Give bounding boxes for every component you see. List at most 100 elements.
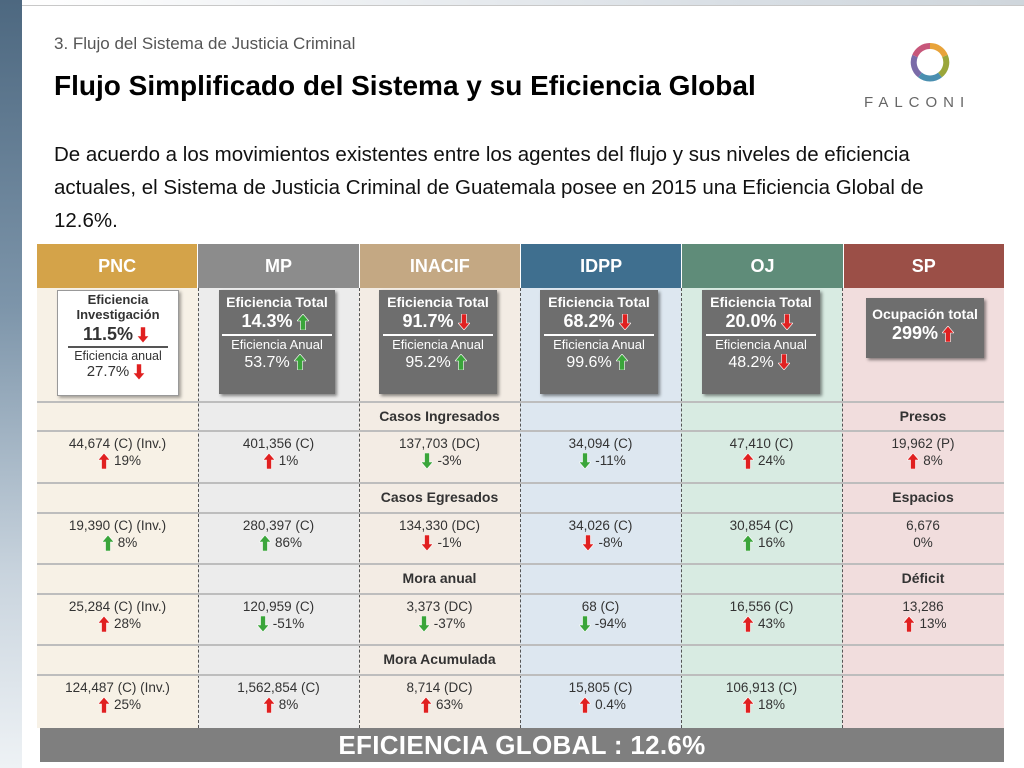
- data-cell-sp: [842, 676, 1004, 724]
- mp-efficiency-box: Eficiencia Total 14.3% Eficiencia Anual …: [219, 290, 335, 394]
- cell-value: 15,805 (C): [568, 680, 633, 695]
- separator: [842, 288, 843, 728]
- cell-change: -3%: [359, 453, 520, 470]
- cell-pct: 24%: [757, 453, 786, 468]
- arrow-up-red-icon: [741, 696, 755, 714]
- cell-pct: 8%: [923, 453, 943, 468]
- cell-value: 19,962 (P): [891, 436, 955, 451]
- arrow-down-green-icon: [256, 616, 270, 633]
- idpp-eff-value2: 99.6%: [566, 353, 612, 371]
- arrow-up-green-icon: [293, 353, 307, 371]
- data-cell-sp: 6,676 0%: [842, 514, 1004, 562]
- arrow-up-red-icon: [97, 452, 111, 470]
- data-cell-idpp: 68 (C) -94%: [520, 595, 681, 643]
- header-oj: OJ: [682, 244, 844, 288]
- cell-pct: -94%: [594, 616, 627, 631]
- header-mp: MP: [198, 244, 360, 288]
- idpp-eff-label2: Eficiencia Anual: [553, 336, 645, 352]
- inacif-eff-rule: [383, 334, 493, 336]
- cell-change: 25%: [37, 696, 198, 714]
- arrow-down-red-icon: [777, 353, 791, 371]
- arrow-up-red-icon: [262, 452, 276, 470]
- idpp-eff-rule: [544, 334, 654, 336]
- mp-eff-value2: 53.7%: [244, 353, 290, 371]
- data-cell-inacif: 3,373 (DC) -37%: [359, 595, 520, 643]
- pnc-eff-value1: 11.5%: [82, 324, 134, 344]
- mp-eff-label1: Eficiencia Total: [226, 294, 328, 310]
- cell-change: -51%: [198, 616, 359, 633]
- cell-pct: 16%: [757, 535, 786, 550]
- data-cell-oj: 30,854 (C) 16%: [681, 514, 842, 562]
- arrow-up-red-icon: [741, 615, 755, 633]
- data-cell-idpp: 34,026 (C) -8%: [520, 514, 681, 562]
- cell-change: -11%: [520, 453, 681, 470]
- arrow-up-red-icon: [902, 615, 917, 633]
- oj-efficiency-box: Eficiencia Total 20.0% Eficiencia Anual …: [702, 290, 820, 394]
- arrow-up-red-icon: [97, 696, 111, 714]
- cell-value: 120,959 (C): [242, 599, 315, 614]
- pnc-efficiency-box: Eficiencia Investigación 11.5% Eficienci…: [57, 290, 179, 396]
- row-divider: [37, 593, 1004, 595]
- cell-change: 18%: [681, 696, 842, 714]
- mp-eff-value1-row: 14.3%: [219, 311, 335, 332]
- cell-change: 63%: [359, 696, 520, 714]
- cell-change: -37%: [359, 616, 520, 633]
- cell-pct: 86%: [274, 535, 303, 550]
- global-efficiency-banner: EFICIENCIA GLOBAL : 12.6%: [40, 728, 1004, 762]
- cell-value: 30,854 (C): [729, 518, 794, 533]
- data-cell-oj: 16,556 (C) 43%: [681, 595, 842, 643]
- cell-value: 124,487 (C) (Inv.): [65, 680, 170, 695]
- col-bg-sp: [842, 288, 1004, 728]
- header-sp: SP: [843, 244, 1004, 288]
- cell-pct: 19%: [113, 453, 142, 468]
- sp-occupancy-box: Ocupación total 299%: [866, 298, 984, 358]
- sp-eff-value1: 299%: [891, 323, 939, 343]
- arrow-up-red-icon: [941, 325, 955, 343]
- cell-pct: 8%: [117, 535, 138, 550]
- cell-value: 3,373 (DC): [406, 599, 473, 614]
- row-divider: [37, 430, 1004, 432]
- oj-eff-value2-row: 48.2%: [702, 354, 820, 372]
- arrow-down-green-icon: [578, 616, 592, 633]
- sp-eff-label1: Ocupación total: [872, 306, 978, 322]
- cell-value: 16,556 (C): [729, 599, 794, 614]
- cell-change: 0.4%: [520, 696, 681, 714]
- arrow-down-red-icon: [132, 363, 146, 380]
- data-cell-mp: 401,356 (C) 1%: [198, 432, 359, 480]
- cell-pct: -37%: [433, 616, 466, 631]
- section-subtitle: 3. Flujo del Sistema de Justicia Crimina…: [54, 34, 356, 53]
- pnc-eff-label1: Eficiencia: [87, 292, 149, 307]
- cell-pct: 8%: [278, 697, 299, 712]
- data-cell-mp: 120,959 (C) -51%: [198, 595, 359, 643]
- data-cell-pnc: 124,487 (C) (Inv.) 25%: [37, 676, 198, 724]
- separator: [359, 288, 360, 728]
- data-cell-oj: 47,410 (C) 24%: [681, 432, 842, 480]
- top-decorative-band: [22, 0, 1024, 5]
- data-cell-pnc: 44,674 (C) (Inv.) 19%: [37, 432, 198, 480]
- cell-pct: 0.4%: [595, 697, 626, 712]
- falconi-logo-icon: [910, 42, 950, 82]
- data-cell-idpp: 15,805 (C) 0.4%: [520, 676, 681, 724]
- mp-eff-value2-row: 53.7%: [219, 354, 335, 372]
- arrow-down-red-icon: [617, 313, 632, 331]
- data-cell-mp: 280,397 (C) 86%: [198, 514, 359, 562]
- data-cell-oj: 106,913 (C) 18%: [681, 676, 842, 724]
- arrow-down-red-icon: [136, 326, 150, 344]
- sp-section-title: Espacios: [892, 489, 954, 505]
- separator: [681, 288, 682, 728]
- arrow-down-green-icon: [578, 453, 592, 470]
- cell-change: 8%: [842, 452, 1004, 470]
- sp-section-title: Presos: [899, 408, 947, 424]
- section-header: Mora Acumulada: [37, 645, 1004, 675]
- inacif-eff-value2-row: 95.2%: [379, 354, 497, 372]
- cell-value: 280,397 (C): [242, 518, 315, 533]
- cell-value: 137,703 (DC): [398, 436, 481, 451]
- mp-eff-rule: [222, 334, 332, 336]
- cell-pct: 63%: [435, 697, 464, 712]
- top-divider: [22, 5, 1024, 6]
- arrow-down-red-icon: [779, 313, 794, 331]
- cell-change: 43%: [681, 615, 842, 633]
- cell-pct: 28%: [113, 616, 142, 631]
- arrow-down-green-icon: [420, 453, 435, 470]
- cell-change: 19%: [37, 452, 198, 470]
